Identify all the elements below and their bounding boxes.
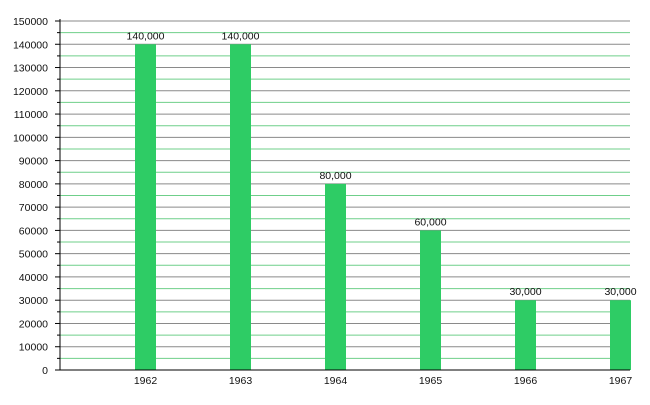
bar: [230, 44, 251, 371]
y-tick-label: 110000: [14, 109, 48, 121]
bar-value-label: 80,000: [319, 170, 351, 182]
y-tick-label: 40000: [19, 272, 48, 284]
x-tick-label: 1967: [609, 375, 633, 387]
bar: [325, 183, 346, 370]
bar-value-label: 30,000: [604, 286, 636, 298]
bar-value-label: 140,000: [222, 30, 260, 42]
bar: [515, 300, 536, 370]
x-tick-label: 1965: [419, 375, 443, 387]
y-tick-label: 0: [42, 365, 48, 377]
bars: [135, 44, 631, 371]
y-tick-label: 70000: [19, 202, 48, 214]
bar: [420, 230, 441, 370]
y-tick-label: 130000: [13, 63, 48, 75]
y-tick-label: 90000: [19, 156, 48, 168]
x-tick-label: 1962: [134, 375, 158, 387]
y-tick-label: 60000: [19, 225, 48, 237]
y-tick-label: 120000: [13, 86, 48, 98]
axes: [55, 19, 630, 371]
y-tick-label: 100000: [13, 132, 48, 144]
bar: [135, 44, 156, 371]
y-tick-label: 10000: [19, 342, 48, 354]
x-tick-label: 1964: [324, 375, 348, 387]
bar-value-label: 60,000: [414, 216, 446, 228]
y-tick-label: 80000: [19, 179, 48, 191]
x-tick-label: 1963: [229, 375, 253, 387]
y-tick-label: 30000: [19, 295, 48, 307]
x-tick-label: 1966: [514, 375, 538, 387]
y-tick-label: 140000: [13, 39, 48, 51]
y-tick-label: 50000: [19, 249, 48, 261]
bar-value-label: 30,000: [509, 286, 541, 298]
bar: [610, 300, 631, 370]
bar-value-label: 140,000: [127, 30, 165, 42]
labels: 0 10000 20000 30000 40000 50000 60000 70000 8000…: [13, 16, 637, 387]
y-tick-label: 20000: [19, 318, 48, 330]
y-tick-label: 150000: [13, 16, 48, 28]
